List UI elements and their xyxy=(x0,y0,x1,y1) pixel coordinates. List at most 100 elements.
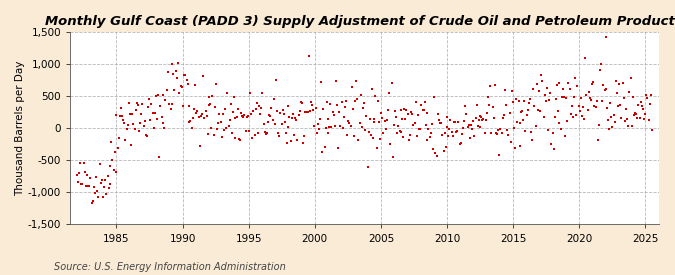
Point xyxy=(105,164,115,168)
Point xyxy=(232,107,243,111)
Point xyxy=(481,118,491,122)
Point xyxy=(227,110,238,114)
Point xyxy=(603,127,614,132)
Point xyxy=(252,101,263,106)
Point xyxy=(221,126,232,131)
Point xyxy=(541,85,552,90)
Point xyxy=(600,35,611,39)
Point xyxy=(95,162,105,166)
Point xyxy=(192,109,202,114)
Point xyxy=(171,76,182,81)
Point xyxy=(271,78,281,82)
Point xyxy=(338,115,349,119)
Point xyxy=(363,130,374,134)
Point xyxy=(86,201,97,205)
Point xyxy=(498,113,509,117)
Y-axis label: Thousand Barrels per Day: Thousand Barrels per Day xyxy=(15,60,25,196)
Point xyxy=(112,145,123,150)
Point xyxy=(342,133,352,137)
Point xyxy=(134,129,144,133)
Point xyxy=(632,116,643,121)
Point xyxy=(641,92,652,97)
Point xyxy=(430,150,441,155)
Point xyxy=(407,112,418,116)
Point xyxy=(196,114,207,118)
Point xyxy=(595,68,605,72)
Point xyxy=(472,124,483,129)
Point xyxy=(239,113,250,118)
Point xyxy=(563,81,574,86)
Point xyxy=(331,79,342,83)
Point xyxy=(478,117,489,121)
Point xyxy=(335,124,346,128)
Point xyxy=(204,95,215,99)
Point xyxy=(188,107,199,111)
Point xyxy=(462,125,473,129)
Point xyxy=(466,126,477,131)
Point xyxy=(321,100,332,104)
Title: Monthly Gulf Coast (PADD 3) Supply Adjustment of Crude Oil and Petroleum Product: Monthly Gulf Coast (PADD 3) Supply Adjus… xyxy=(45,15,675,28)
Point xyxy=(259,130,270,134)
Point xyxy=(186,126,197,130)
Point xyxy=(506,89,517,93)
Point xyxy=(579,117,590,121)
Point xyxy=(523,101,534,105)
Point xyxy=(590,105,601,109)
Point xyxy=(262,130,273,135)
Point xyxy=(185,119,196,123)
Point xyxy=(317,150,328,154)
Point xyxy=(418,108,429,112)
Point xyxy=(466,123,477,127)
Point xyxy=(182,82,193,87)
Point xyxy=(136,111,146,116)
Point xyxy=(328,112,339,117)
Point xyxy=(383,108,394,112)
Point xyxy=(173,60,184,65)
Point xyxy=(276,122,287,126)
Point xyxy=(488,116,499,120)
Point xyxy=(392,131,403,135)
Point xyxy=(80,184,91,188)
Point xyxy=(151,94,161,98)
Point xyxy=(555,127,566,131)
Point xyxy=(293,112,304,117)
Point xyxy=(225,102,236,106)
Point xyxy=(543,127,554,132)
Point xyxy=(483,95,493,100)
Point xyxy=(370,94,381,98)
Point xyxy=(333,146,344,150)
Point xyxy=(531,82,542,87)
Point xyxy=(511,97,522,101)
Point xyxy=(401,108,412,112)
Point xyxy=(599,88,610,92)
Point xyxy=(377,116,387,120)
Point xyxy=(373,99,383,103)
Point xyxy=(149,111,160,116)
Point xyxy=(624,90,634,94)
Point xyxy=(263,119,273,124)
Point xyxy=(566,104,577,108)
Point xyxy=(92,189,103,194)
Point xyxy=(396,116,407,121)
Point xyxy=(596,62,607,67)
Point xyxy=(454,141,465,146)
Point xyxy=(558,87,568,91)
Point xyxy=(642,96,653,101)
Point xyxy=(353,138,364,142)
Point xyxy=(99,185,109,189)
Point xyxy=(284,115,295,119)
Point xyxy=(222,91,233,96)
Point xyxy=(215,120,226,125)
Point xyxy=(298,141,308,146)
Point xyxy=(279,119,290,124)
Point xyxy=(118,118,129,122)
Point xyxy=(323,130,333,135)
Point xyxy=(628,113,639,117)
Point xyxy=(223,124,234,129)
Point xyxy=(510,146,520,150)
Point xyxy=(137,102,148,106)
Point xyxy=(562,119,572,123)
Point xyxy=(212,127,223,131)
Point xyxy=(431,154,442,159)
Point xyxy=(76,181,87,186)
